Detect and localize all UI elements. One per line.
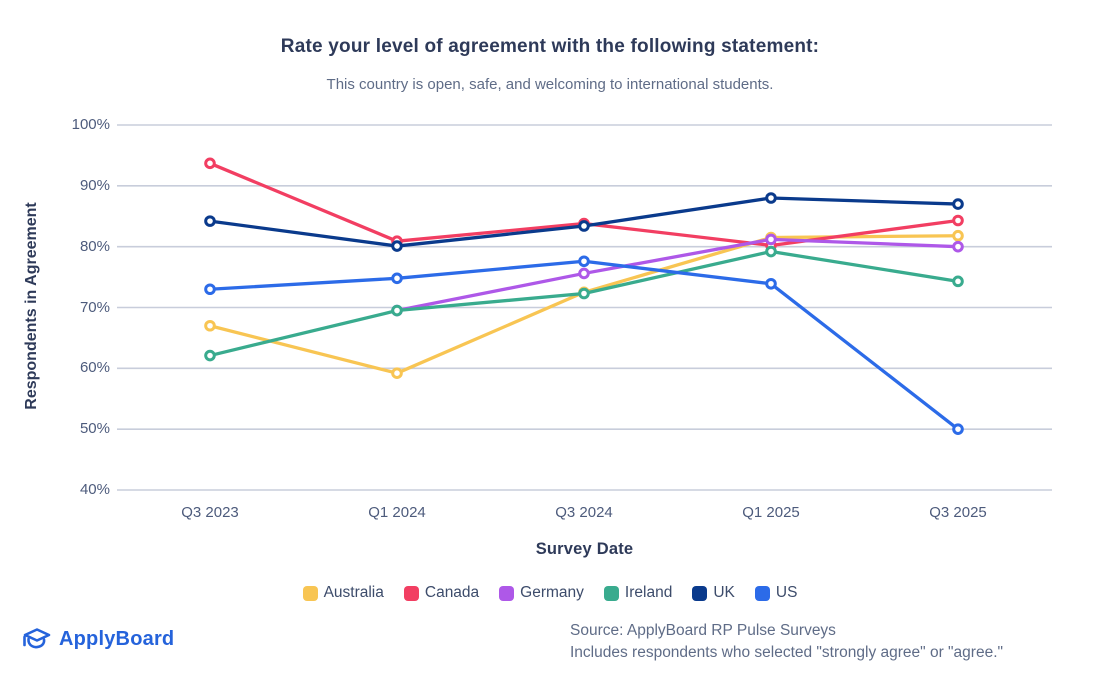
y-axis-label: Respondents in Agreement — [23, 202, 40, 410]
data-point-uk — [391, 240, 403, 252]
data-point-canada — [952, 214, 964, 227]
source-line-1: Source: ApplyBoard RP Pulse Surveys — [570, 622, 836, 639]
source-line-2: Includes respondents who selected "stron… — [570, 644, 1004, 661]
series-line-germany — [395, 237, 960, 313]
data-point-germany — [952, 240, 964, 253]
legend-item-uk: UK — [692, 584, 735, 602]
legend-swatch-canada — [403, 585, 419, 601]
legend-label: Canada — [424, 584, 480, 601]
legend-label: UK — [713, 584, 735, 601]
line-chart-plot — [117, 124, 1052, 491]
data-point-uk — [765, 192, 777, 204]
series-line-canada — [208, 161, 960, 248]
data-point-canada — [204, 157, 216, 170]
data-point-ireland — [391, 304, 403, 317]
chart-subtitle: This country is open, safe, and welcomin… — [326, 76, 774, 93]
legend-label: Australia — [323, 584, 384, 601]
y-tick-label: 40% — [79, 481, 110, 498]
legend-swatch-ireland — [603, 585, 619, 601]
y-tick-label: 70% — [79, 298, 110, 316]
source-note: Source: ApplyBoard RP Pulse Surveys Incl… — [570, 620, 1003, 664]
data-point-us — [391, 272, 403, 285]
legend-label: US — [775, 584, 798, 601]
y-tick-label: 90% — [79, 176, 110, 194]
data-point-germany — [578, 267, 590, 280]
legend-item-germany: Germany — [499, 584, 584, 602]
y-tick-label: 50% — [79, 420, 110, 438]
data-point-us — [765, 277, 777, 290]
graduation-cap-icon — [23, 628, 51, 649]
y-tick-label: 80% — [79, 237, 110, 255]
data-point-ireland — [204, 349, 216, 362]
data-point-uk — [578, 220, 590, 232]
legend-swatch-germany — [499, 585, 515, 601]
legend-item-canada: Canada — [403, 584, 480, 602]
data-point-us — [952, 423, 964, 435]
legend-item-us: US — [754, 584, 798, 602]
data-point-australia — [204, 319, 216, 332]
legend-item-australia: Australia — [302, 584, 384, 602]
data-point-ireland — [578, 287, 590, 300]
data-point-australia — [952, 229, 964, 242]
legend-swatch-australia — [302, 585, 318, 601]
data-point-us — [578, 255, 590, 268]
chart-legend: Australia Canada Germany Ireland UK US — [0, 584, 1100, 602]
legend-label: Ireland — [624, 584, 673, 601]
logo-wordmark: ApplyBoard — [59, 627, 175, 650]
legend-label: Germany — [520, 584, 584, 601]
data-point-germany — [765, 233, 777, 246]
legend-item-ireland: Ireland — [603, 584, 673, 602]
x-tick-label: Q3 2023 — [181, 504, 239, 521]
data-point-uk — [952, 198, 964, 210]
series-line-us — [208, 259, 960, 431]
legend-swatch-uk — [692, 585, 708, 601]
y-tick-label: 100% — [71, 116, 110, 133]
x-tick-label: Q1 2025 — [742, 504, 800, 521]
data-point-us — [204, 283, 216, 296]
data-point-australia — [391, 367, 403, 380]
x-tick-label: Q3 2025 — [929, 504, 987, 521]
chart-title: Rate your level of agreement with the fo… — [280, 36, 820, 57]
x-axis-label: Survey Date — [535, 540, 634, 558]
x-tick-label: Q3 2024 — [555, 504, 613, 521]
applyboard-logo: ApplyBoard — [20, 624, 174, 654]
x-tick-label: Q1 2024 — [368, 504, 426, 521]
y-tick-label: 60% — [79, 359, 110, 377]
data-point-ireland — [952, 275, 964, 288]
data-point-uk — [204, 215, 216, 227]
legend-swatch-us — [754, 585, 770, 601]
data-point-ireland — [765, 245, 777, 258]
